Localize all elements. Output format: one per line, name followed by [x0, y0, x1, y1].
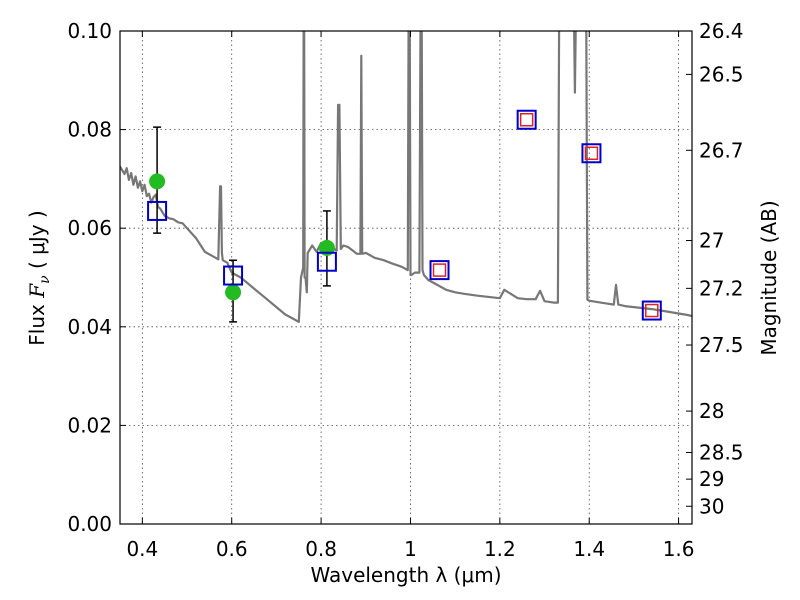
x-axis: 0.4 0.6 0.8 1 1.2 1.4 1.6: [126, 31, 695, 561]
model-square-blue: [581, 143, 602, 164]
model-square-blue: [223, 265, 244, 286]
marker-layer: [147, 109, 662, 323]
y-tick-label: 0.02: [67, 413, 112, 437]
y-tick-label: 0.04: [67, 315, 112, 339]
model-square-blue: [316, 251, 337, 272]
x-tick-label: 1.6: [663, 537, 695, 561]
y-tick-label: 0.00: [67, 512, 112, 536]
y-axis-left: 0.00 0.02 0.04 0.06 0.08 0.10: [67, 19, 126, 536]
y2-tick-label: 28: [699, 399, 724, 423]
model-square-blue: [429, 260, 450, 281]
model-square-red: [584, 146, 599, 161]
y2-tick-label: 27: [699, 229, 724, 253]
x-tick-label: 0.4: [126, 537, 158, 561]
x-tick-label: 0.8: [305, 537, 337, 561]
model-square-red: [519, 112, 534, 127]
y2-tick-label: 27.5: [699, 333, 744, 357]
y2-tick-label: 26.7: [699, 138, 744, 162]
y-axis-title: Flux Fν ( μJy ): [25, 210, 53, 345]
x-tick-label: 0.6: [216, 537, 248, 561]
x-tick-label: 1.4: [573, 537, 605, 561]
y2-tick-label: 26.5: [699, 62, 744, 86]
y2-tick-label: 28.5: [699, 441, 744, 465]
spectrum-line: [120, 31, 692, 323]
observed-point: [149, 173, 166, 190]
y2-tick-label: 26.4: [699, 19, 744, 43]
model-square-blue: [516, 109, 537, 130]
model-square-blue: [147, 200, 168, 221]
y-tick-label: 0.08: [67, 118, 112, 142]
y2-tick-label: 29: [699, 467, 724, 491]
x-tick-label: 1: [404, 537, 417, 561]
y2-axis-title: Magnitude (AB): [757, 200, 781, 355]
x-tick-label: 1.2: [484, 537, 516, 561]
model-square-blue: [641, 300, 662, 321]
observed-point: [225, 284, 242, 301]
y2-tick-label: 30: [699, 494, 724, 518]
grid: [120, 31, 692, 524]
y2-tick-label: 27.2: [699, 276, 744, 300]
plot-frame: [119, 30, 693, 525]
model-square-red: [645, 303, 659, 318]
y-axis-right: 26.4 26.5 26.7 27 27.2 27.5 28 28.529 30: [686, 19, 744, 518]
y-tick-label: 0.10: [67, 19, 112, 43]
x-axis-title: Wavelength λ (μm): [310, 563, 501, 587]
y-tick-label: 0.06: [67, 216, 112, 240]
model-square-red: [432, 263, 447, 277]
spectrum-layer: [120, 31, 692, 323]
